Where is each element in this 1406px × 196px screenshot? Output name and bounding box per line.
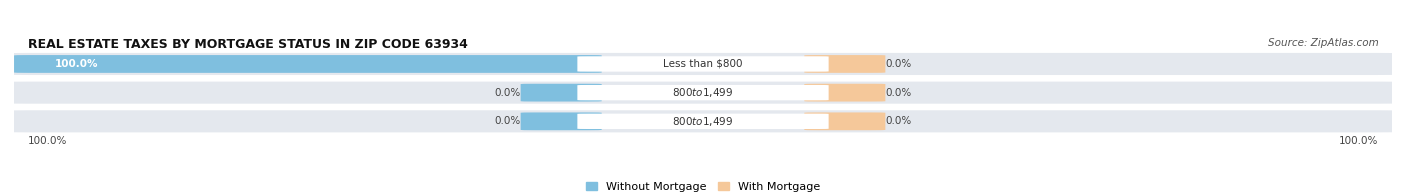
FancyBboxPatch shape xyxy=(578,85,828,100)
Text: 0.0%: 0.0% xyxy=(495,116,520,126)
FancyBboxPatch shape xyxy=(578,114,828,129)
Text: $800 to $1,499: $800 to $1,499 xyxy=(672,115,734,128)
FancyBboxPatch shape xyxy=(578,56,828,72)
Text: 0.0%: 0.0% xyxy=(886,59,911,69)
FancyBboxPatch shape xyxy=(520,113,602,130)
Text: 0.0%: 0.0% xyxy=(886,88,911,98)
Text: 100.0%: 100.0% xyxy=(55,59,98,69)
FancyBboxPatch shape xyxy=(804,84,886,102)
Text: Less than $800: Less than $800 xyxy=(664,59,742,69)
FancyBboxPatch shape xyxy=(7,82,1399,104)
FancyBboxPatch shape xyxy=(804,55,886,73)
Text: $800 to $1,499: $800 to $1,499 xyxy=(672,86,734,99)
FancyBboxPatch shape xyxy=(804,113,886,130)
FancyBboxPatch shape xyxy=(7,110,1399,132)
Text: 100.0%: 100.0% xyxy=(28,136,67,146)
FancyBboxPatch shape xyxy=(7,53,1399,75)
Legend: Without Mortgage, With Mortgage: Without Mortgage, With Mortgage xyxy=(586,182,820,192)
Text: 100.0%: 100.0% xyxy=(1339,136,1378,146)
FancyBboxPatch shape xyxy=(14,55,602,73)
FancyBboxPatch shape xyxy=(520,84,602,102)
Text: REAL ESTATE TAXES BY MORTGAGE STATUS IN ZIP CODE 63934: REAL ESTATE TAXES BY MORTGAGE STATUS IN … xyxy=(28,38,467,51)
Text: Source: ZipAtlas.com: Source: ZipAtlas.com xyxy=(1268,38,1378,48)
Text: 0.0%: 0.0% xyxy=(495,88,520,98)
Text: 0.0%: 0.0% xyxy=(886,116,911,126)
